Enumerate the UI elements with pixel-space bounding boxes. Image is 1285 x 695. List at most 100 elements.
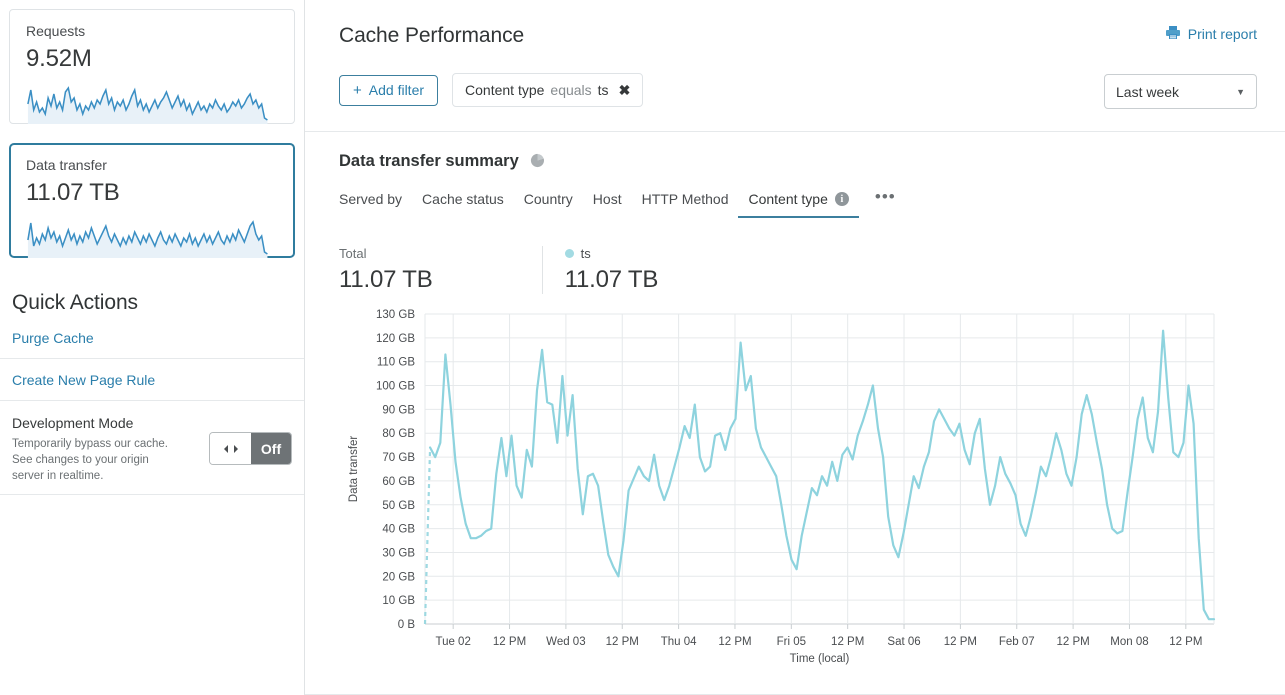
chevron-down-icon: ▼ (1236, 86, 1245, 97)
x-tick-label: 12 PM (944, 636, 977, 648)
quick-actions-title: Quick Actions (12, 291, 138, 314)
total-block: Total 11.07 TB (339, 246, 467, 294)
x-tick-label: 12 PM (718, 636, 751, 648)
printer-icon (1165, 25, 1181, 43)
y-tick-label: 20 GB (382, 571, 415, 583)
plus-icon: + (353, 81, 362, 99)
series-color-dot (564, 249, 574, 258)
main-content: Cache Performance Print report + Ad (305, 0, 1285, 695)
x-tick-label: Thu 04 (661, 636, 697, 648)
y-tick-label: 30 GB (382, 547, 415, 559)
tab-country[interactable]: Country (514, 191, 583, 218)
page-title: Cache Performance (339, 24, 525, 47)
total-label: Total (339, 246, 367, 261)
sparkline-area (27, 220, 268, 258)
tab-label: Cache status (422, 191, 504, 207)
add-filter-button[interactable]: + Add filter (339, 74, 439, 106)
x-tick-label: Feb 07 (999, 636, 1035, 648)
tab-cache-status[interactable]: Cache status (412, 191, 514, 218)
series-legend: ts (564, 246, 659, 261)
y-tick-label: 130 GB (376, 309, 415, 321)
header-divider (305, 131, 1285, 132)
tab-label: Host (592, 191, 622, 207)
info-icon[interactable]: i (834, 192, 849, 206)
metric-card-value: 9.52M (26, 45, 92, 72)
y-tick-label: 40 GB (382, 524, 415, 536)
quick-action-row: Purge Cache (0, 330, 304, 359)
y-tick-label: 60 GB (382, 476, 415, 488)
tab-host[interactable]: Host (583, 191, 632, 218)
series-name: ts (580, 246, 591, 261)
filter-bar: + Add filter Content type equals ts ✖ (339, 73, 1255, 107)
add-filter-label: Add filter (368, 82, 425, 98)
chart-svg: 0 B 10 GB 20 GB 30 GB 40 GB 50 GB 60 GB 70 GB 80… (348, 309, 1216, 665)
x-tick-label: Tue 02 (435, 636, 470, 648)
development-mode-toggle-state: Off (251, 433, 291, 464)
print-report-button[interactable]: Print report (1165, 25, 1257, 43)
x-tick-label: 12 PM (493, 636, 526, 648)
x-tick-label: 12 PM (1056, 636, 1089, 648)
ellipsis-icon[interactable]: ••• (874, 187, 896, 206)
purge-cache-link[interactable]: Purge Cache (12, 330, 94, 346)
total-value: 11.07 TB (339, 266, 433, 293)
tab-label: Country (523, 191, 573, 207)
filter-chip[interactable]: Content type equals ts ✖ (452, 73, 644, 107)
page-header: Cache Performance Print report + Ad (305, 0, 1285, 109)
y-tick-label: 80 GB (382, 428, 415, 440)
series-leading-dash (423, 447, 432, 625)
time-range-select[interactable]: Last week ▼ (1104, 74, 1257, 109)
metric-card-value: 11.07 TB (26, 179, 120, 206)
left-right-arrows-icon (210, 433, 251, 464)
quick-actions-list: Purge Cache Create New Page Rule Develop… (0, 330, 304, 495)
development-mode-toggle[interactable]: Off (209, 432, 292, 465)
y-tick-label: 70 GB (382, 452, 415, 464)
data-transfer-chart[interactable]: 0 B 10 GB 20 GB 30 GB 40 GB 50 GB 60 GB 70 GB 80… (339, 306, 1255, 674)
pie-chart-loading-icon (530, 153, 545, 171)
y-tick-label: 100 GB (376, 381, 415, 393)
y-tick-label: 50 GB (382, 500, 415, 512)
metric-card-requests[interactable]: Requests 9.52M (9, 9, 295, 124)
x-tick-label: Sat 06 (887, 636, 920, 648)
y-axis-title: Data transfer (348, 436, 360, 503)
tab-content-type[interactable]: Content type i (738, 191, 859, 218)
x-tick-label: Fri 05 (777, 636, 806, 648)
series-total-block: ts 11.07 TB (541, 246, 693, 294)
sparkline-area (27, 86, 268, 124)
y-tick-label: 120 GB (376, 333, 415, 345)
tab-served-by[interactable]: Served by (339, 191, 412, 218)
x-tick-label: 12 PM (606, 636, 639, 648)
summary-title-row: Data transfer summary (339, 152, 1255, 171)
metric-card-label: Requests (26, 23, 86, 39)
create-new-page-rule-link[interactable]: Create New Page Rule (12, 372, 156, 388)
x-tick-label: Mon 08 (1110, 636, 1148, 648)
x-axis-title: Time (local) (790, 653, 850, 665)
close-icon[interactable]: ✖ (618, 82, 631, 98)
series-total-value: 11.07 TB (564, 266, 659, 293)
filter-chip-value: ts (597, 82, 609, 98)
metric-card-data-transfer[interactable]: Data transfer 11.07 TB (9, 143, 295, 258)
x-tick-label: 12 PM (1169, 636, 1202, 648)
summary-tabs: Served by Cache status Country Host HTTP… (339, 187, 1255, 218)
tab-label: Served by (339, 191, 403, 207)
tab-label: Content type (748, 191, 828, 207)
filter-chip-operator: equals (550, 82, 592, 98)
development-mode-text: Development Mode Temporarily bypass our … (12, 414, 182, 484)
y-tick-label: 0 B (398, 619, 416, 631)
time-range-value: Last week (1116, 83, 1180, 100)
development-mode-row: Development Mode Temporarily bypass our … (0, 414, 304, 495)
y-tick-label: 90 GB (382, 404, 415, 416)
y-tick-label: 10 GB (382, 595, 415, 607)
x-tick-label: 12 PM (831, 636, 864, 648)
series-line-ts (429, 329, 1216, 621)
print-report-label: Print report (1187, 26, 1257, 42)
tab-http-method[interactable]: HTTP Method (632, 191, 739, 218)
metric-card-label: Data transfer (26, 157, 107, 173)
x-tick-label: Wed 03 (546, 636, 585, 648)
summary-title: Data transfer summary (339, 152, 519, 170)
tab-label: HTTP Method (641, 191, 729, 207)
sidebar: Requests 9.52M Data transfer 11.07 TB Qu… (0, 0, 305, 695)
chart-gridlines: 0 B 10 GB 20 GB 30 GB 40 GB 50 GB 60 GB 70 GB 80… (376, 309, 1215, 648)
filter-chip-field: Content type (465, 82, 545, 98)
development-mode-title: Development Mode (12, 415, 134, 431)
data-transfer-summary-section: Data transfer summary Served by Cache st… (305, 132, 1285, 674)
